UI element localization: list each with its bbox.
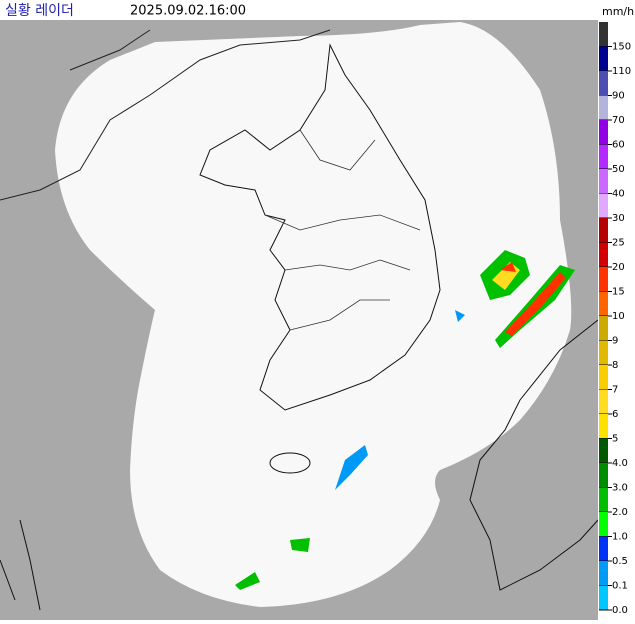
- legend-label: 40: [612, 189, 625, 200]
- legend-label: 20: [612, 262, 625, 273]
- echo: [505, 272, 566, 336]
- legend-swatch: [599, 585, 608, 610]
- echo: [235, 572, 260, 590]
- legend-swatch: [599, 414, 608, 439]
- legend-swatch: [599, 46, 608, 71]
- legend-swatch: [599, 218, 608, 243]
- legend-label: 3.0: [612, 483, 628, 494]
- legend-label: 6: [612, 409, 618, 420]
- legend-label: 0.1: [612, 581, 628, 592]
- legend-swatch: [599, 267, 608, 292]
- legend-swatch: [599, 365, 608, 390]
- legend-label: 90: [612, 91, 625, 102]
- legend-swatch: [599, 22, 608, 47]
- legend-swatch: [599, 536, 608, 561]
- timestamp: 2025.09.02.16:00: [130, 4, 246, 19]
- legend-swatch: [599, 512, 608, 537]
- legend-label: 2.0: [612, 507, 628, 518]
- legend-label: 0.0: [612, 605, 628, 616]
- legend-swatch: [599, 438, 608, 463]
- legend-label: 10: [612, 311, 625, 322]
- radar-echoes: [235, 250, 575, 590]
- legend-swatch: [599, 242, 608, 267]
- legend-label: 4.0: [612, 458, 628, 469]
- legend-label: 15: [612, 287, 625, 298]
- legend-label: 25: [612, 238, 625, 249]
- echo: [455, 310, 465, 322]
- legend-label: 60: [612, 140, 625, 151]
- jeju-island: [269, 452, 311, 474]
- legend-label: 50: [612, 164, 625, 175]
- coastline-japan: [469, 319, 599, 591]
- legend-swatch: [599, 487, 608, 512]
- legend-swatch: [599, 463, 608, 488]
- legend-label: 0.5: [612, 556, 628, 567]
- legend-swatch: [599, 120, 608, 145]
- province-borders: [264, 129, 421, 331]
- legend-label: 30: [612, 213, 625, 224]
- title: 실황 레이더: [5, 3, 74, 19]
- legend-swatch: [599, 316, 608, 341]
- legend-swatch: [599, 561, 608, 586]
- map: [0, 20, 599, 620]
- legend-label: 1.0: [612, 532, 628, 543]
- legend-label: 7: [612, 385, 618, 396]
- legend-swatch: [599, 389, 608, 414]
- legend-label: 70: [612, 115, 625, 126]
- coastline-china-south: [0, 519, 41, 611]
- legend-swatch: [599, 71, 608, 96]
- legend-swatch: [599, 144, 608, 169]
- unit: mm/h: [602, 5, 634, 18]
- legend-label: 110: [612, 66, 631, 77]
- legend-swatch: [599, 95, 608, 120]
- echo: [335, 445, 368, 490]
- legend-swatch: [599, 340, 608, 365]
- legend-label: 9: [612, 336, 618, 347]
- legend-swatch: [599, 169, 608, 194]
- legend-label: 150: [612, 42, 631, 53]
- legend-label: 8: [612, 360, 618, 371]
- echo: [290, 538, 310, 552]
- legend-swatch: [599, 291, 608, 316]
- echo: [500, 262, 516, 272]
- legend: 150 110 90 70 60 50 40 30 25 20 15 10 9 8 7 6 5 4.0 3.0 2.0…: [599, 22, 631, 616]
- legend-label: 5: [612, 434, 618, 445]
- coastline-china: [0, 29, 331, 201]
- legend-swatch: [599, 193, 608, 218]
